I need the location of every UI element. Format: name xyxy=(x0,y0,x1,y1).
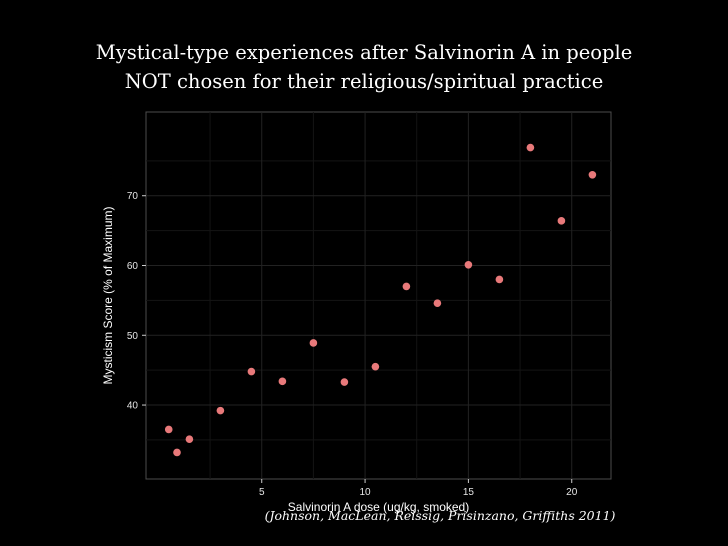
data-point xyxy=(371,362,380,371)
y-tick-label: 40 xyxy=(127,401,139,412)
data-point xyxy=(464,261,473,269)
x-tick-label: 10 xyxy=(360,487,372,498)
slide-title: Mystical-type experiences after Salvinor… xyxy=(0,38,728,96)
data-point xyxy=(173,448,181,457)
data-point xyxy=(247,367,256,376)
x-tick-label: 5 xyxy=(259,487,265,498)
y-tick-label: 60 xyxy=(127,261,139,272)
data-point xyxy=(340,378,349,386)
data-point xyxy=(526,143,535,152)
data-point xyxy=(495,275,504,284)
data-point xyxy=(278,377,287,386)
data-point xyxy=(557,217,566,225)
x-tick-label: 20 xyxy=(566,487,578,498)
y-axis-label: Mysticism Score (% of Maximum) xyxy=(101,206,115,384)
citation: (Johnson, MacLean, Reissig, Prisinzano, … xyxy=(264,508,616,523)
data-point xyxy=(185,435,194,444)
data-point xyxy=(164,425,173,434)
plot-panel xyxy=(145,111,612,480)
data-point xyxy=(309,339,318,347)
y-tick-label: 70 xyxy=(127,191,139,202)
axes: 5 10 15 20 40 50 60 70 xyxy=(127,191,578,498)
x-axis-label: Salvinorin A dose (ug/kg, smoked) xyxy=(288,500,469,514)
y-tick-label: 50 xyxy=(127,331,139,342)
slide-title-line-1: Mystical-type experiences after Salvinor… xyxy=(95,41,633,64)
data-point xyxy=(402,282,411,291)
data-point xyxy=(433,299,442,307)
x-tick-label: 15 xyxy=(463,487,475,498)
data-point xyxy=(588,170,597,179)
data-point xyxy=(216,406,225,415)
slide-title-line-2: NOT chosen for their religious/spiritual… xyxy=(124,70,604,93)
grid-lines xyxy=(146,112,611,479)
data-points xyxy=(164,143,597,457)
